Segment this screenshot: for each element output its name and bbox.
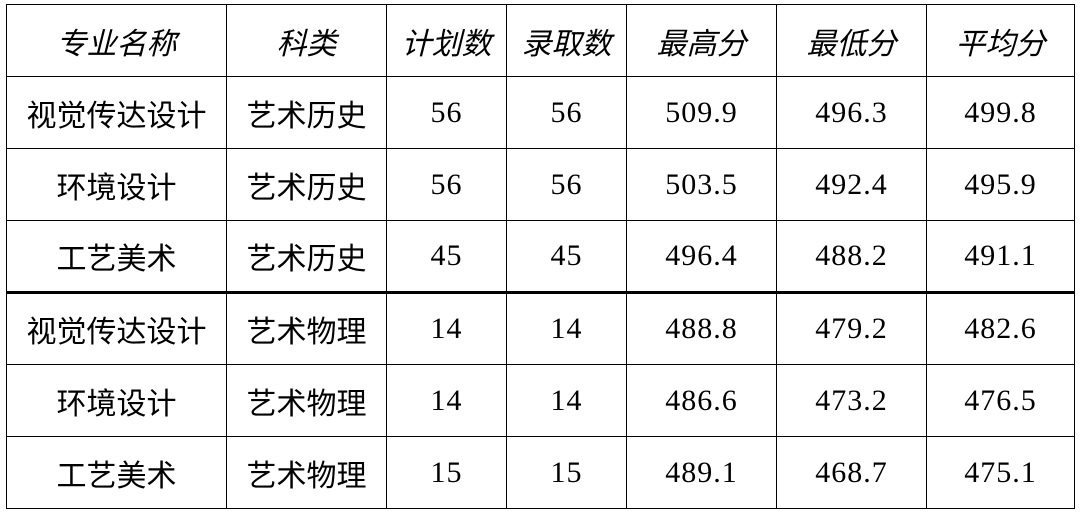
cell-max: 486.6 [627, 365, 777, 437]
cell-track: 艺术历史 [227, 77, 387, 149]
cell-admit: 14 [507, 365, 627, 437]
cell-avg: 499.8 [927, 77, 1075, 149]
cell-track: 艺术历史 [227, 221, 387, 293]
col-header-major: 专业名称 [7, 5, 227, 77]
table-row: 环境设计 艺术历史 56 56 503.5 492.4 495.9 [7, 149, 1075, 221]
cell-min: 473.2 [777, 365, 927, 437]
cell-max: 489.1 [627, 437, 777, 509]
table-row: 视觉传达设计 艺术物理 14 14 488.8 479.2 482.6 [7, 293, 1075, 365]
cell-min: 496.3 [777, 77, 927, 149]
cell-avg: 491.1 [927, 221, 1075, 293]
cell-admit: 56 [507, 77, 627, 149]
cell-avg: 482.6 [927, 293, 1075, 365]
col-header-avg: 平均分 [927, 5, 1075, 77]
table-row: 工艺美术 艺术物理 15 15 489.1 468.7 475.1 [7, 437, 1075, 509]
cell-max: 503.5 [627, 149, 777, 221]
table-header-row: 专业名称 科类 计划数 录取数 最高分 最低分 平均分 [7, 5, 1075, 77]
cell-min: 492.4 [777, 149, 927, 221]
cell-major: 工艺美术 [7, 437, 227, 509]
cell-plan: 14 [387, 293, 507, 365]
cell-plan: 56 [387, 149, 507, 221]
col-header-max: 最高分 [627, 5, 777, 77]
table-row: 视觉传达设计 艺术历史 56 56 509.9 496.3 499.8 [7, 77, 1075, 149]
cell-major: 环境设计 [7, 365, 227, 437]
cell-avg: 475.1 [927, 437, 1075, 509]
cell-track: 艺术物理 [227, 293, 387, 365]
col-header-plan: 计划数 [387, 5, 507, 77]
cell-avg: 495.9 [927, 149, 1075, 221]
cell-admit: 56 [507, 149, 627, 221]
table-row: 环境设计 艺术物理 14 14 486.6 473.2 476.5 [7, 365, 1075, 437]
cell-track: 艺术历史 [227, 149, 387, 221]
cell-min: 479.2 [777, 293, 927, 365]
col-header-admit: 录取数 [507, 5, 627, 77]
cell-admit: 14 [507, 293, 627, 365]
cell-min: 468.7 [777, 437, 927, 509]
cell-avg: 476.5 [927, 365, 1075, 437]
cell-plan: 14 [387, 365, 507, 437]
cell-track: 艺术物理 [227, 365, 387, 437]
cell-max: 509.9 [627, 77, 777, 149]
cell-plan: 45 [387, 221, 507, 293]
col-header-min: 最低分 [777, 5, 927, 77]
cell-major: 工艺美术 [7, 221, 227, 293]
cell-major: 视觉传达设计 [7, 77, 227, 149]
cell-plan: 15 [387, 437, 507, 509]
cell-major: 视觉传达设计 [7, 293, 227, 365]
admissions-table: 专业名称 科类 计划数 录取数 最高分 最低分 平均分 视觉传达设计 艺术历史 … [6, 4, 1075, 509]
cell-plan: 56 [387, 77, 507, 149]
cell-max: 488.8 [627, 293, 777, 365]
cell-track: 艺术物理 [227, 437, 387, 509]
cell-admit: 15 [507, 437, 627, 509]
col-header-track: 科类 [227, 5, 387, 77]
cell-min: 488.2 [777, 221, 927, 293]
table-row: 工艺美术 艺术历史 45 45 496.4 488.2 491.1 [7, 221, 1075, 293]
cell-major: 环境设计 [7, 149, 227, 221]
cell-admit: 45 [507, 221, 627, 293]
cell-max: 496.4 [627, 221, 777, 293]
